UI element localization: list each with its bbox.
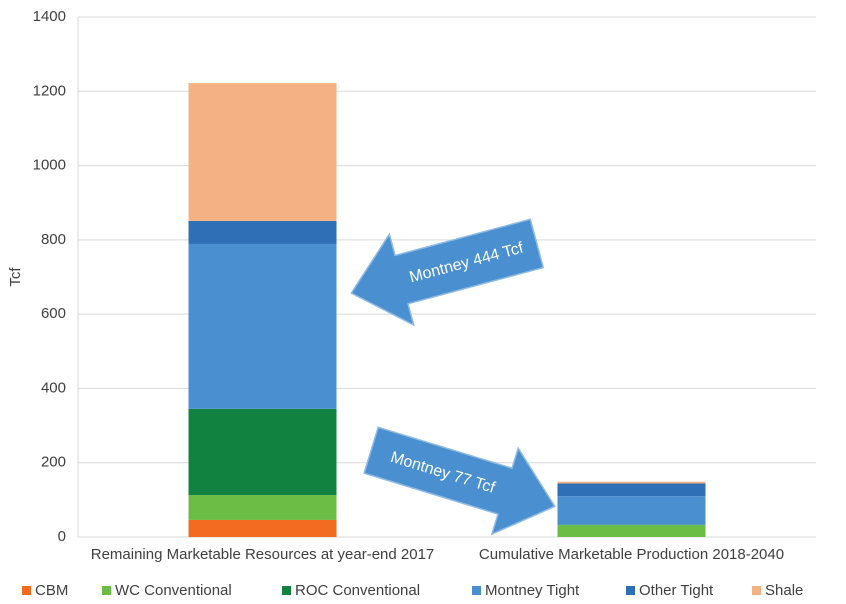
bar-segment bbox=[188, 519, 337, 537]
arrow bbox=[350, 218, 545, 327]
legend-label: CBM bbox=[35, 582, 68, 599]
bar-segment bbox=[557, 496, 706, 525]
y-tick-label: 400 bbox=[41, 379, 66, 396]
arrow-annotation: Montney 77 Tcf bbox=[363, 426, 556, 536]
x-tick-label: Cumulative Marketable Production 2018-20… bbox=[479, 546, 784, 563]
arrow bbox=[363, 426, 556, 536]
legend-label: ROC Conventional bbox=[295, 582, 420, 599]
legend-swatch bbox=[282, 586, 291, 595]
y-tick-label: 1200 bbox=[33, 82, 66, 99]
bar-segment bbox=[188, 243, 337, 409]
legend-label: Other Tight bbox=[639, 582, 714, 599]
legend-label: Shale bbox=[765, 582, 803, 599]
legend-swatch bbox=[102, 586, 111, 595]
bar-segment bbox=[188, 220, 337, 244]
bar-segment bbox=[557, 483, 706, 497]
legend-swatch bbox=[472, 586, 481, 595]
bar-segment bbox=[188, 83, 337, 221]
legend-swatch bbox=[626, 586, 635, 595]
y-tick-label: 1000 bbox=[33, 157, 66, 174]
legend-swatch bbox=[752, 586, 761, 595]
bar-segment bbox=[188, 408, 337, 496]
y-tick-label: 0 bbox=[58, 528, 66, 545]
x-tick-label: Remaining Marketable Resources at year-e… bbox=[91, 546, 435, 563]
legend-label: WC Conventional bbox=[115, 582, 232, 599]
y-tick-label: 200 bbox=[41, 454, 66, 471]
plot-area: 0 200 400 600 800 1000 1200 1400 Remaining Marke… bbox=[33, 8, 816, 563]
y-tick-label: 800 bbox=[41, 231, 66, 248]
arrow-annotation: Montney 444 Tcf bbox=[350, 218, 545, 327]
y-tick-label: 1400 bbox=[33, 8, 66, 25]
y-axis-label: Tcf bbox=[7, 267, 24, 287]
legend-label: Montney Tight bbox=[485, 582, 580, 599]
bar-segment bbox=[557, 525, 706, 537]
legend-swatch bbox=[22, 586, 31, 595]
y-tick-label: 600 bbox=[41, 305, 66, 322]
bar-segment bbox=[188, 495, 337, 520]
bar-segment bbox=[557, 481, 706, 484]
